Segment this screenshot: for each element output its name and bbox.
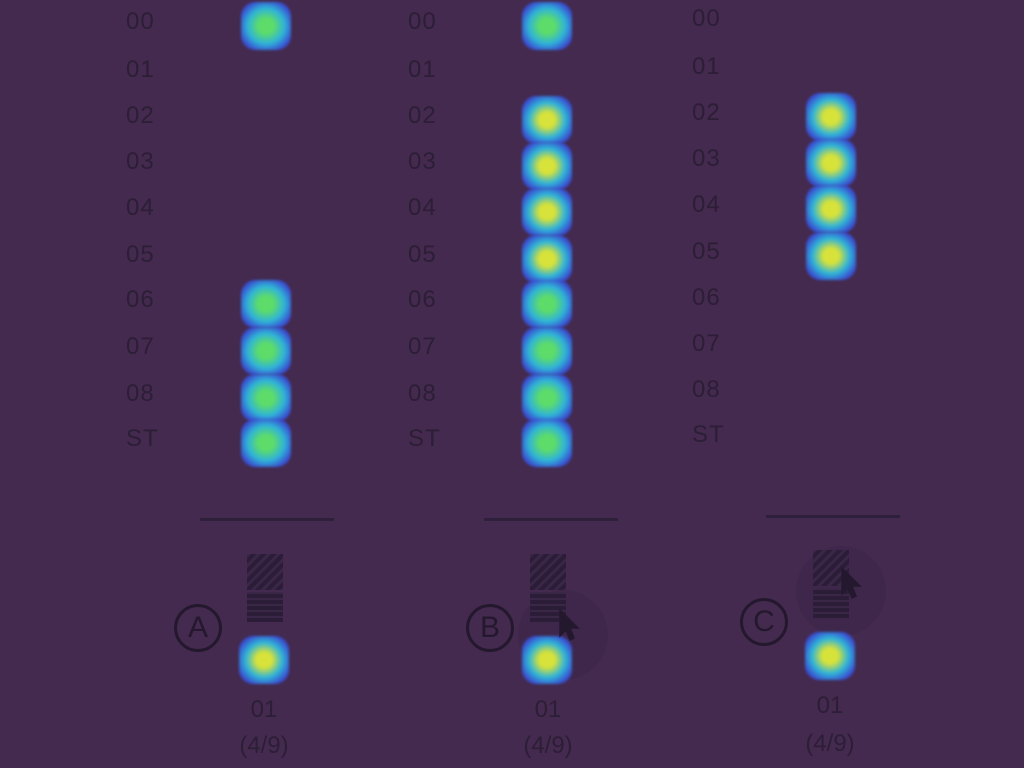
hatch-area (247, 554, 283, 590)
active-cell[interactable] (806, 139, 856, 187)
badge-letter: A (187, 611, 208, 644)
fraction-text: (4/9) (239, 732, 289, 759)
active-cell[interactable] (522, 327, 572, 375)
value-text: 01 (534, 696, 562, 723)
row-label: 05 (126, 241, 155, 268)
row-label: 06 (692, 284, 721, 311)
active-cell[interactable] (806, 93, 856, 141)
row-label: ST (408, 425, 441, 452)
row-label: 02 (692, 99, 721, 126)
row-label: ST (692, 421, 725, 448)
row-label: 03 (408, 148, 437, 175)
mouse-cursor-icon (841, 566, 862, 600)
active-cell[interactable] (241, 374, 291, 422)
row-label: 01 (408, 56, 437, 83)
value-text: 01 (250, 696, 278, 723)
row-label: 00 (408, 8, 437, 35)
active-cell[interactable] (522, 419, 572, 467)
bottom-dot (522, 636, 572, 684)
row-label: 05 (408, 241, 437, 268)
active-cell[interactable] (522, 235, 572, 283)
divider (200, 518, 334, 521)
badge-c[interactable]: C (740, 598, 788, 646)
row-label: ST (126, 425, 159, 452)
row-label: 07 (126, 333, 155, 360)
row-label: 00 (126, 8, 155, 35)
active-cell[interactable] (522, 280, 572, 328)
hatch-area (530, 554, 566, 590)
row-label: 06 (126, 286, 155, 313)
divider (484, 518, 618, 521)
row-label: 06 (408, 286, 437, 313)
fraction-text: (4/9) (523, 732, 573, 759)
divider (766, 515, 900, 518)
row-label: 08 (408, 380, 437, 407)
row-label: 01 (126, 56, 155, 83)
row-label: 03 (126, 148, 155, 175)
row-label: 04 (408, 194, 437, 221)
badge-letter: B (479, 611, 500, 644)
active-cell[interactable] (806, 185, 856, 233)
value-text: 01 (816, 692, 844, 719)
panel-b: 00 01 02 03 04 05 06 07 08 ST B 01 (4/9) (400, 0, 700, 768)
badge-a[interactable]: A (174, 604, 222, 652)
row-label: 02 (408, 102, 437, 129)
active-cell[interactable] (522, 2, 572, 50)
panel-c: 00 01 02 03 04 05 06 07 08 ST C 01 (4/9) (684, 0, 984, 768)
bottom-dot (239, 636, 289, 684)
slider-control[interactable] (247, 554, 283, 622)
row-label: 02 (126, 102, 155, 129)
active-cell[interactable] (241, 419, 291, 467)
mouse-cursor-icon (559, 608, 580, 642)
row-label: 08 (126, 380, 155, 407)
row-label: 01 (692, 53, 721, 80)
active-cell[interactable] (806, 232, 856, 280)
active-cell[interactable] (522, 96, 572, 144)
line-area (247, 592, 283, 622)
row-label: 00 (692, 5, 721, 32)
active-cell[interactable] (241, 2, 291, 50)
row-label: 04 (126, 194, 155, 221)
bottom-dot (805, 632, 855, 680)
row-label: 03 (692, 145, 721, 172)
panel-a: 00 01 02 03 04 05 06 07 08 ST A 01 (4/9) (118, 0, 418, 768)
badge-letter: C (753, 605, 775, 638)
badge-b[interactable]: B (466, 604, 514, 652)
row-label: 05 (692, 238, 721, 265)
row-label: 07 (408, 333, 437, 360)
active-cell[interactable] (522, 188, 572, 236)
active-cell[interactable] (241, 327, 291, 375)
active-cell[interactable] (522, 142, 572, 190)
active-cell[interactable] (241, 280, 291, 328)
fraction-text: (4/9) (805, 730, 855, 757)
row-label: 04 (692, 191, 721, 218)
row-label: 08 (692, 376, 721, 403)
row-label: 07 (692, 330, 721, 357)
active-cell[interactable] (522, 374, 572, 422)
